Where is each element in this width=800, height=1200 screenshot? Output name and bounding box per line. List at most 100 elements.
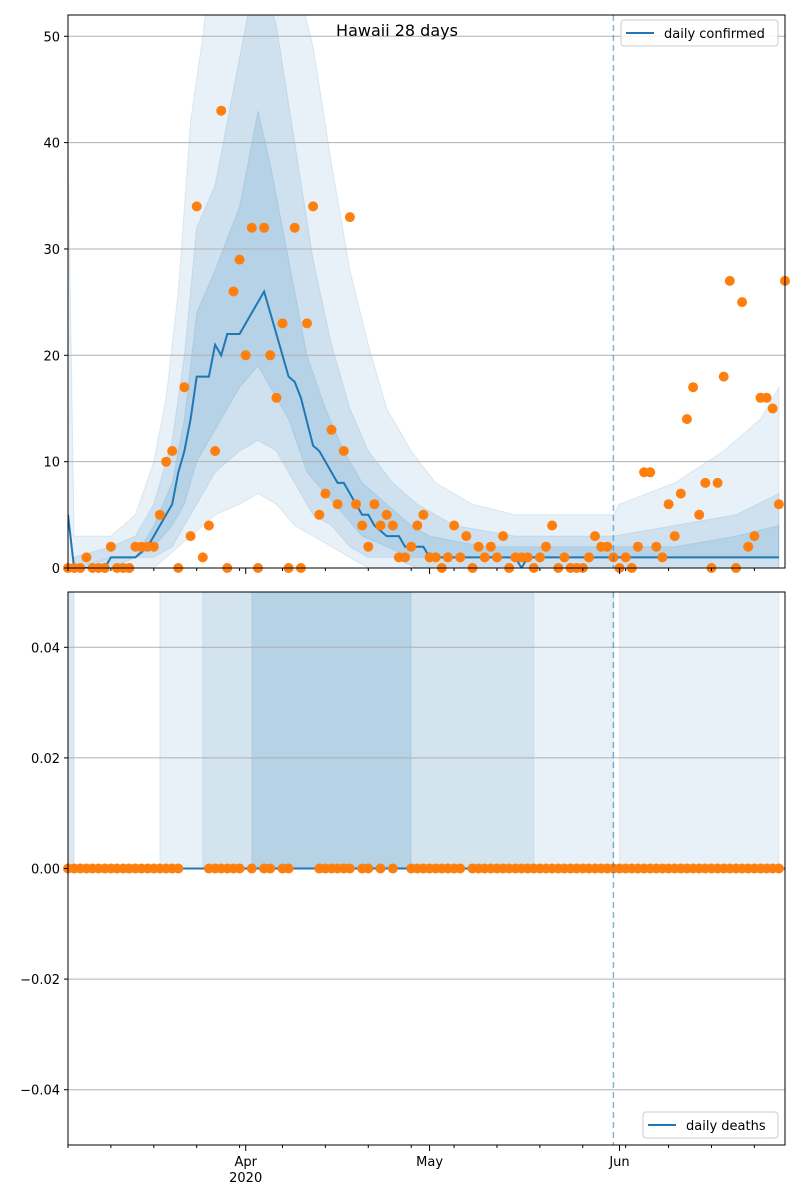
confirmed-legend: daily confirmed — [620, 19, 779, 47]
confirmed-panel: 0 10 20 30 40 50 Hawaii 28 days daily confirm… — [43, 14, 790, 577]
confirmed-observed-point — [387, 520, 398, 531]
confirmed-observed-point — [320, 488, 331, 499]
confirmed-band-95 — [68, 15, 780, 568]
confirmed-observed-point — [105, 541, 116, 552]
confirmed-observed-point — [216, 105, 227, 116]
deaths-ytick-label: 0.02 — [31, 752, 60, 767]
confirmed-observed-point — [712, 477, 723, 488]
confirmed-observed-point — [259, 222, 270, 233]
confirmed-observed-point — [663, 499, 674, 510]
confirmed-ytick-label: 50 — [43, 30, 60, 45]
confirmed-axes: 0 10 20 30 40 50 — [43, 14, 786, 577]
confirmed-observed-point — [688, 382, 699, 393]
confirmed-observed-point — [590, 531, 600, 542]
confirmed-observed-point — [203, 520, 214, 531]
confirmed-observed-point — [737, 297, 748, 308]
confirmed-observed-point — [498, 531, 509, 542]
deaths-axes: −0.04 −0.02 0.00 0.02 0.04 — [20, 591, 786, 1151]
confirmed-observed-point — [485, 541, 496, 552]
confirmed-observed-point — [632, 541, 643, 552]
xtick-label: May — [416, 1155, 443, 1170]
confirmed-observed-point — [302, 318, 312, 329]
deaths-observed-points — [63, 863, 784, 874]
confirmed-observed-point — [651, 541, 662, 552]
confirmed-observed-point — [357, 520, 368, 531]
deaths-band-level-1 — [159, 592, 614, 869]
confirmed-plot-frame — [67, 14, 786, 569]
confirmed-observed-point — [767, 403, 778, 414]
deaths-band-level-2 — [202, 592, 535, 869]
confirmed-observed-point — [289, 222, 300, 233]
confirmed-observed-point — [179, 382, 190, 393]
confirmed-ytick-label: 30 — [43, 243, 60, 258]
deaths-legend: daily deaths — [642, 1111, 779, 1139]
xtick-label: Jun — [608, 1155, 629, 1170]
confirmed-observed-point — [210, 446, 221, 456]
confirmed-observed-point — [455, 552, 466, 563]
chart-title: Hawaii 28 days — [336, 21, 458, 40]
confirmed-observed-point — [191, 201, 202, 212]
deaths-observed-point — [265, 863, 276, 874]
xtick-label: Apr — [234, 1155, 257, 1170]
confirmed-observed-point — [161, 456, 172, 467]
confirmed-observed-point — [700, 477, 711, 488]
xtick-year-label: 2020 — [229, 1171, 262, 1186]
confirmed-observed-point — [479, 552, 490, 563]
confirmed-observed-point — [547, 520, 558, 531]
confirmed-observed-point — [681, 414, 692, 425]
confirmed-ytick-label: 20 — [43, 349, 60, 364]
confirmed-observed-point — [657, 552, 668, 563]
confirmed-observed-point — [412, 520, 423, 531]
confirmed-observed-point — [522, 552, 533, 563]
confirmed-observed-point — [473, 541, 484, 552]
legend-box — [642, 1111, 779, 1139]
confirmed-observed-point — [724, 275, 735, 286]
confirmed-observed-point — [449, 520, 460, 531]
legend-label-deaths: daily deaths — [686, 1119, 766, 1134]
confirmed-median-line — [68, 288, 779, 568]
confirmed-observed-point — [369, 499, 380, 510]
confirmed-observed-point — [308, 201, 319, 212]
legend-box — [620, 19, 779, 47]
confirmed-observed-point — [400, 552, 411, 563]
deaths-ytick-label: −0.04 — [20, 1084, 60, 1099]
confirmed-observed-point — [694, 509, 705, 520]
deaths-band-level-1 — [619, 592, 780, 869]
deaths-observed-point — [455, 863, 466, 874]
confirmed-observed-point — [534, 552, 545, 563]
deaths-observed-point — [363, 863, 374, 874]
confirmed-observed-point — [620, 552, 631, 563]
confirmed-observed-point — [197, 552, 208, 563]
confirmed-observed-point — [583, 552, 594, 563]
deaths-ytick-label: 0.00 — [31, 863, 60, 878]
legend-label-confirmed: daily confirmed — [664, 27, 765, 42]
confirmed-observed-point — [326, 424, 337, 435]
confirmed-observed-point — [234, 254, 245, 265]
confirmed-observed-point — [375, 520, 386, 531]
confirmed-observed-point — [185, 531, 196, 542]
confirmed-observed-point — [314, 509, 325, 520]
confirmed-observed-point — [167, 446, 178, 456]
confirmed-observed-point — [381, 509, 392, 520]
confirmed-ytick-label: 0 — [52, 562, 60, 577]
confirmed-observed-point — [81, 552, 92, 563]
deaths-ytick-label: 0.04 — [31, 641, 60, 656]
confirmed-observed-point — [773, 499, 784, 510]
confirmed-observed-point — [749, 531, 760, 542]
confirmed-observed-point — [338, 446, 349, 456]
confirmed-observed-point — [442, 552, 453, 563]
deaths-observed-point — [173, 863, 184, 874]
confirmed-observed-point — [675, 488, 686, 499]
confirmed-observed-point — [761, 392, 772, 403]
confirmed-observed-point — [154, 509, 165, 520]
confirmed-observed-point — [418, 509, 429, 520]
confirmed-observed-point — [645, 467, 656, 478]
deaths-observed-point — [375, 863, 386, 874]
confirmed-observed-point — [541, 541, 551, 552]
deaths-uncertainty-bands — [68, 592, 780, 869]
confirmed-observed-point — [492, 552, 502, 563]
confirmed-observed-point — [277, 318, 288, 329]
